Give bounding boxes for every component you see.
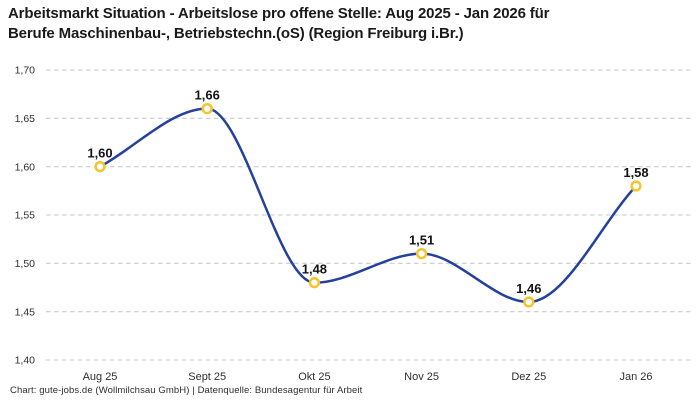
data-point-label: 1,51 [409,233,434,248]
data-point-label: 1,60 [87,146,112,161]
data-point-marker [308,277,321,289]
x-axis-label: Dez 25 [511,371,546,383]
x-axis-label: Sept 25 [188,371,226,383]
y-axis-tick-label: 1,50 [15,258,36,270]
x-axis-label: Okt 25 [298,371,330,383]
data-point-label: 1,46 [516,281,541,296]
data-point-marker [94,161,106,173]
y-axis-tick-label: 1,55 [15,210,36,222]
x-axis-label: Jan 26 [619,371,652,383]
data-point-marker [630,180,642,192]
data-point-marker [201,103,213,115]
data-point-label: 1,66 [195,88,220,103]
x-axis-label: Nov 25 [404,371,439,383]
trend-line [98,107,638,304]
y-axis-tick-label: 1,40 [15,355,36,367]
data-point-marker [523,296,535,308]
chart-source-credit: Chart: gute-jobs.de (Wollmilchsau GmbH) … [10,385,363,396]
y-axis-tick-label: 1,65 [15,113,36,125]
y-axis-tick-label: 1,45 [15,306,36,318]
data-point-label: 1,48 [302,262,327,277]
data-point-label: 1,58 [623,165,648,180]
x-axis-label: Aug 25 [83,371,118,383]
y-axis-tick-label: 1,60 [15,161,36,173]
y-axis-tick-label: 1,70 [15,65,36,77]
chart-title: Arbeitsmarkt Situation - Arbeitslose pro… [8,5,550,42]
data-point-marker [415,248,428,260]
